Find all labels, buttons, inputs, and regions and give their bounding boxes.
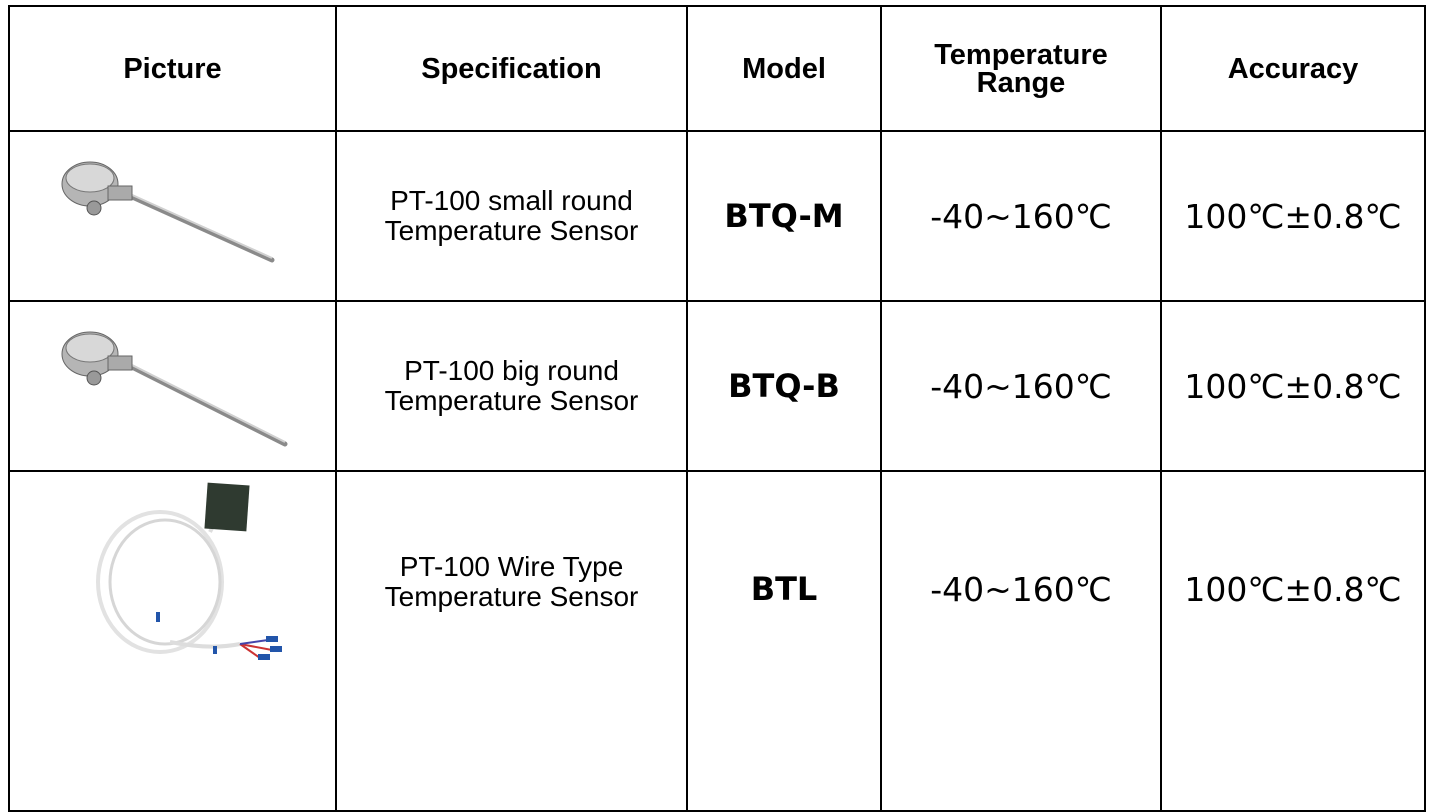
accuracy-cell: 100℃±0.8℃ xyxy=(1161,471,1425,811)
picture-cell xyxy=(9,301,336,471)
product-table: Picture Specification Model Temperature … xyxy=(8,5,1426,812)
model-text: BTQ-M xyxy=(724,197,843,235)
model-cell: BTL xyxy=(687,471,881,811)
header-cell: Accuracy xyxy=(1161,6,1425,131)
range-text: -40~160℃ xyxy=(930,570,1112,609)
header-cell: Specification xyxy=(336,6,687,131)
header-text: Picture xyxy=(123,55,221,83)
picture-cell xyxy=(9,131,336,301)
header-text: Accuracy xyxy=(1228,55,1359,83)
probe-image xyxy=(10,134,330,294)
model-cell: BTQ-B xyxy=(687,301,881,471)
range-text: -40~160℃ xyxy=(930,197,1112,236)
spec-cell: PT-100 big round Temperature Sensor xyxy=(336,301,687,471)
range-cell: -40~160℃ xyxy=(881,301,1161,471)
probe-image xyxy=(10,304,330,464)
spec-text: PT-100 Wire Type Temperature Sensor xyxy=(372,552,652,612)
accuracy-cell: 100℃±0.8℃ xyxy=(1161,131,1425,301)
page: Picture Specification Model Temperature … xyxy=(0,0,1431,684)
header-text: Model xyxy=(742,55,826,83)
header-cell: Temperature Range xyxy=(881,6,1161,131)
accuracy-text: 100℃±0.8℃ xyxy=(1184,570,1401,609)
spec-cell: PT-100 Wire Type Temperature Sensor xyxy=(336,471,687,811)
spec-cell: PT-100 small round Temperature Sensor xyxy=(336,131,687,301)
picture-cell xyxy=(9,471,336,811)
accuracy-cell: 100℃±0.8℃ xyxy=(1161,301,1425,471)
accuracy-text: 100℃±0.8℃ xyxy=(1184,197,1401,236)
row: PT-100 Wire Type Temperature Sensor BTL … xyxy=(9,471,1425,811)
header-text: Temperature Range xyxy=(926,41,1116,97)
header-row: Picture Specification Model Temperature … xyxy=(9,6,1425,131)
model-cell: BTQ-M xyxy=(687,131,881,301)
row: PT-100 big round Temperature Sensor BTQ-… xyxy=(9,301,1425,471)
spec-text: PT-100 small round Temperature Sensor xyxy=(372,186,652,246)
header-text: Specification xyxy=(421,55,602,83)
model-text: BTL xyxy=(751,570,818,608)
range-text: -40~160℃ xyxy=(930,367,1112,406)
accuracy-text: 100℃±0.8℃ xyxy=(1184,367,1401,406)
header-cell: Picture xyxy=(9,6,336,131)
wire-sensor-image xyxy=(10,472,330,672)
spec-text: PT-100 big round Temperature Sensor xyxy=(372,356,652,416)
range-cell: -40~160℃ xyxy=(881,471,1161,811)
row: PT-100 small round Temperature Sensor BT… xyxy=(9,131,1425,301)
header-cell: Model xyxy=(687,6,881,131)
range-cell: -40~160℃ xyxy=(881,131,1161,301)
model-text: BTQ-B xyxy=(728,367,840,405)
